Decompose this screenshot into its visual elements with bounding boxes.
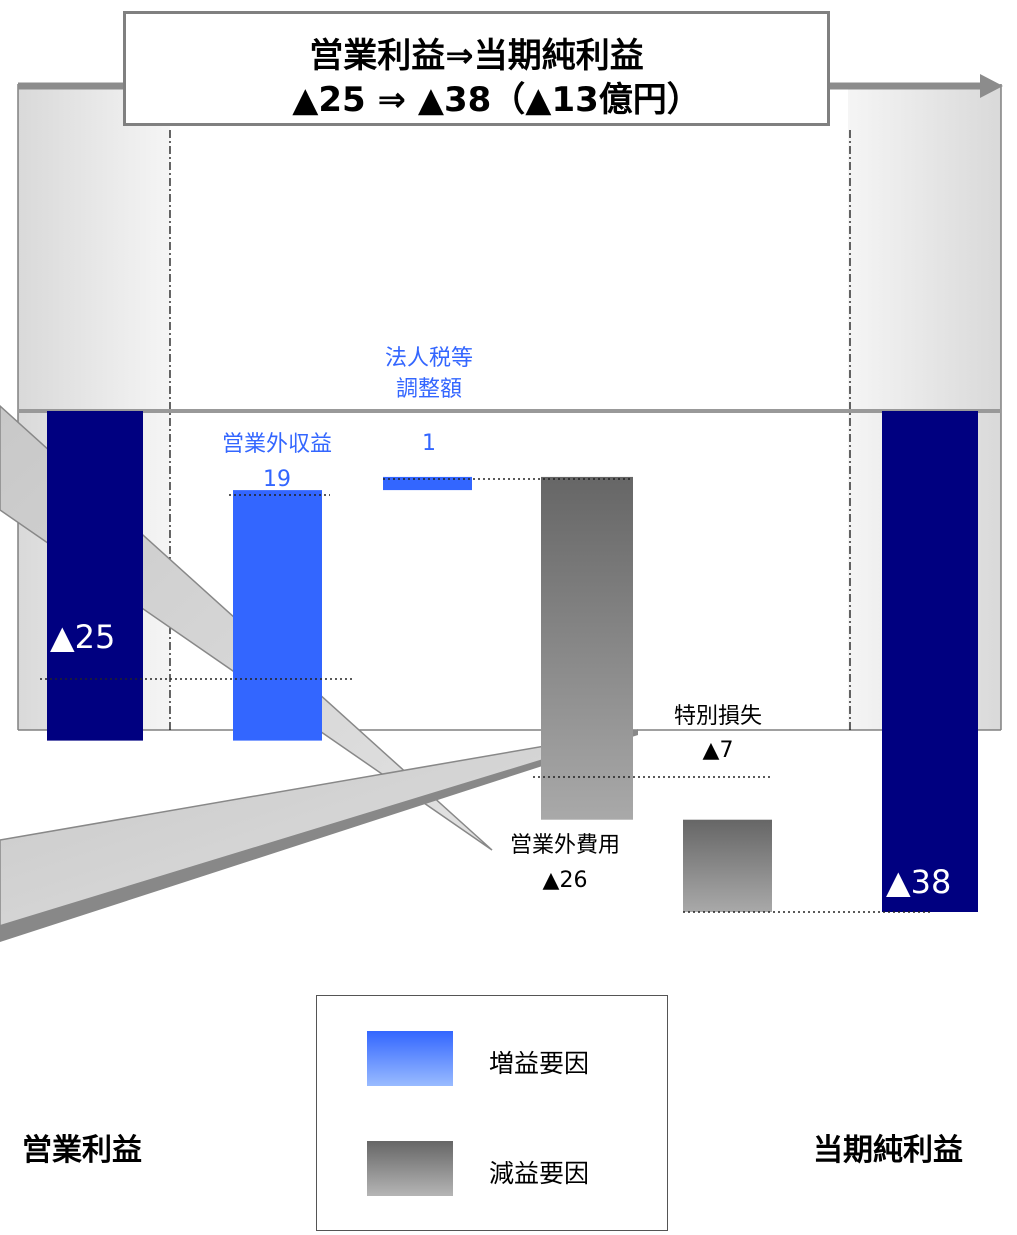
category-label-tax-adjustment-2: 調整額 bbox=[396, 377, 462, 402]
category-label-tax-adjustment-1: 法人税等 bbox=[385, 346, 473, 371]
bar-net_income bbox=[882, 411, 978, 912]
legend-increase-swatch bbox=[367, 1031, 453, 1086]
legend-increase-label: 増益要因 bbox=[489, 1049, 590, 1078]
bar-tax_adjustment bbox=[383, 476, 472, 491]
bar-extraordinary_loss bbox=[683, 819, 772, 912]
chart-subtitle: ▲25 ⇒ ▲38（▲13億円） bbox=[292, 80, 701, 120]
bar-non_operating_income bbox=[233, 490, 322, 741]
callout-beam-extraordinary-shadow bbox=[0, 730, 638, 942]
chart-title: 営業利益⇒当期純利益 bbox=[309, 36, 644, 76]
data-label-non-operating-income: 19 bbox=[263, 467, 291, 492]
left-category-label: 営業利益 bbox=[22, 1133, 142, 1168]
legend-decrease-swatch bbox=[367, 1141, 453, 1196]
title-box: 営業利益⇒当期純利益 ▲25 ⇒ ▲38（▲13億円） bbox=[123, 11, 830, 126]
data-label-operating-income: ▲25 bbox=[50, 618, 115, 656]
top-arrow-head bbox=[980, 74, 1003, 98]
data-label-non-operating-expense: ▲26 bbox=[543, 868, 588, 893]
category-label-extraordinary-loss: 特別損失 bbox=[674, 704, 762, 729]
data-label-extraordinary-loss: ▲7 bbox=[703, 738, 734, 763]
bar-non_operating_expense bbox=[541, 476, 633, 820]
category-label-non-operating-income: 営業外収益 bbox=[222, 432, 332, 457]
legend: 増益要因 減益要因 bbox=[316, 995, 668, 1231]
right-category-label: 当期純利益 bbox=[813, 1133, 963, 1168]
category-label-non-operating-expense: 営業外費用 bbox=[510, 833, 620, 858]
legend-decrease-label: 減益要因 bbox=[489, 1159, 590, 1188]
data-label-tax-adjustment: 1 bbox=[422, 431, 436, 456]
bar-operating_income bbox=[47, 411, 143, 741]
data-label-net-income: ▲38 bbox=[886, 863, 951, 901]
